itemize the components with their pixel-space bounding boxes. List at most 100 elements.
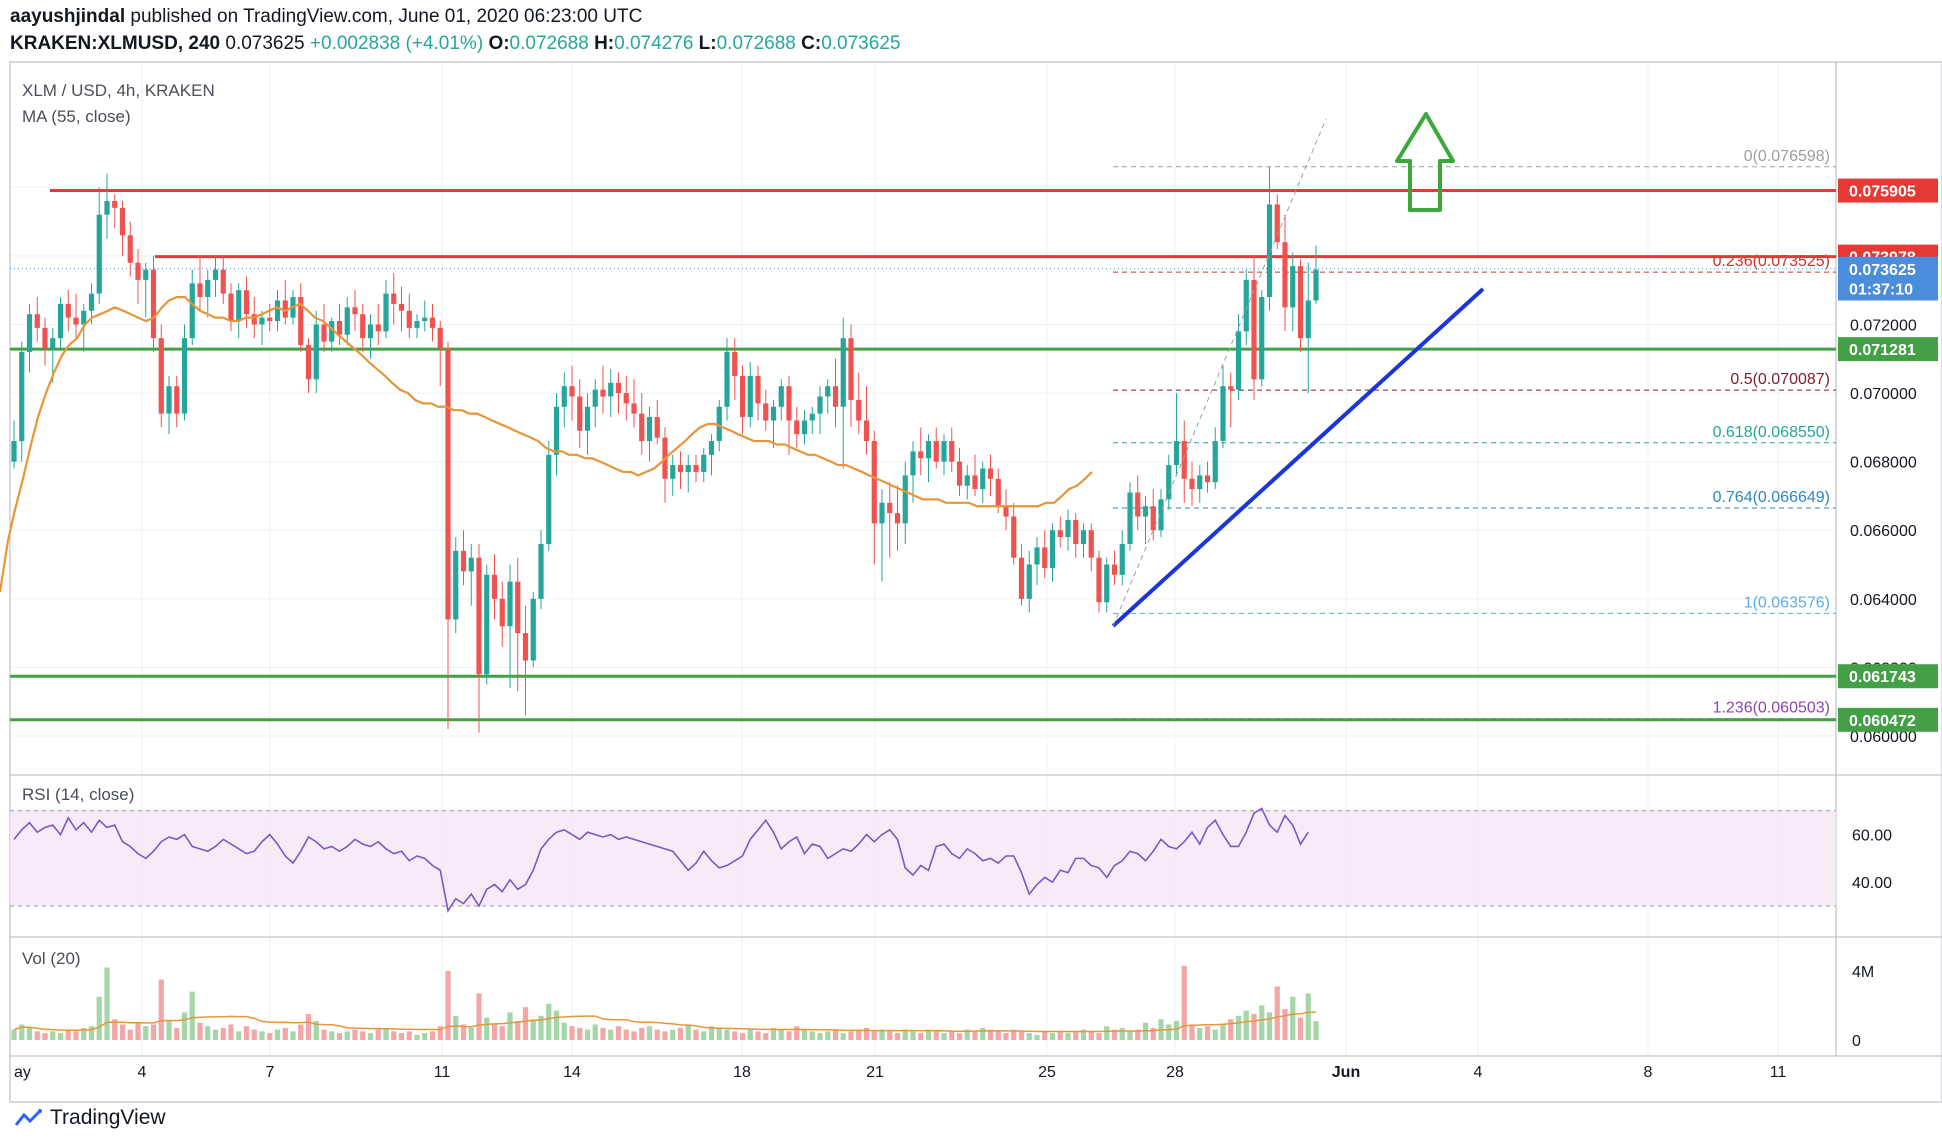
candle-body	[19, 351, 25, 442]
volume-bar	[236, 1031, 242, 1040]
volume-bar	[600, 1027, 606, 1040]
candle-body	[584, 406, 591, 431]
volume-bar	[825, 1031, 831, 1040]
candle-body	[453, 550, 459, 620]
volume-bar	[1212, 1029, 1218, 1040]
volume-bar	[770, 1027, 777, 1040]
candle-body	[1142, 506, 1149, 517]
volume-bar	[1220, 1024, 1226, 1040]
candle-body	[724, 351, 730, 407]
trend-line[interactable]	[1111, 287, 1485, 628]
candle-body	[972, 475, 978, 490]
close-label: C:	[801, 33, 822, 54]
candle-body	[623, 393, 629, 404]
candle-body	[476, 557, 482, 675]
last-price: 0.073625	[225, 33, 305, 54]
volume-bar	[65, 1029, 71, 1040]
volume-legend: Vol (20)	[22, 949, 81, 968]
candle-body	[1305, 300, 1311, 339]
price-tag-label: 0.071281	[1849, 342, 1916, 359]
candle-body	[243, 290, 250, 315]
volume-bar	[910, 1031, 916, 1040]
volume-bar	[840, 1033, 846, 1040]
volume-bar	[569, 1026, 575, 1040]
volume-bar	[1049, 1033, 1056, 1040]
volume-bar	[887, 1031, 893, 1040]
volume-bar	[739, 1033, 746, 1040]
volume-ma-line	[13, 1011, 1317, 1033]
low-value: 0.072688	[716, 33, 796, 54]
price-tick-label: 0.064000	[1850, 592, 1917, 609]
volume-bar	[143, 1026, 149, 1040]
volume-bar	[1204, 1026, 1211, 1040]
volume-bars	[11, 965, 1319, 1040]
chart-frame	[9, 61, 1942, 1103]
arrow-up-icon	[1395, 112, 1455, 212]
candle-body	[1011, 516, 1017, 558]
volume-bar	[228, 1024, 234, 1040]
rsi-legend: RSI (14, close)	[22, 785, 134, 804]
price-change: +0.002838 (+4.01%)	[309, 33, 484, 54]
candle-body	[1127, 492, 1133, 544]
price-tag	[1838, 178, 1938, 203]
volume-bar	[1166, 1024, 1172, 1040]
time-tick-label: 21	[866, 1064, 884, 1081]
candle-body	[848, 338, 854, 400]
candle-body	[1290, 266, 1296, 308]
volume-bar	[530, 1019, 536, 1040]
candle-body	[778, 386, 784, 407]
tradingview-logo[interactable]: TradingView	[14, 1106, 166, 1130]
volume-bar	[848, 1031, 854, 1040]
volume-bar	[538, 1015, 544, 1040]
tradingview-icon	[14, 1109, 42, 1126]
volume-bar	[949, 1031, 955, 1040]
candle-body	[460, 550, 467, 572]
candle-body	[1243, 279, 1249, 332]
candle-body	[670, 465, 676, 479]
volume-bar	[894, 1033, 901, 1040]
candle-body	[1073, 519, 1079, 544]
chart-grid	[10, 62, 1836, 1056]
volume-bar	[662, 1031, 668, 1040]
volume-bar	[453, 1015, 459, 1040]
volume-bar	[856, 1029, 862, 1040]
price-tag-label: 0.075905	[1849, 184, 1916, 201]
rsi-tick-label: 40.00	[1852, 875, 1892, 892]
candle-body	[1181, 441, 1187, 479]
candle-body	[391, 293, 397, 304]
candle-body	[592, 389, 598, 407]
candle-body	[236, 290, 242, 322]
volume-bar	[437, 1026, 443, 1040]
candle-body	[1251, 279, 1257, 380]
candle-body	[987, 468, 994, 479]
volume-bar	[1073, 1031, 1079, 1040]
candle-body	[1057, 530, 1063, 538]
volume-bar	[925, 1029, 932, 1040]
candle-body	[65, 303, 71, 318]
volume-bar	[1034, 1034, 1040, 1040]
volume-bar	[902, 1029, 908, 1040]
candle-body	[553, 406, 560, 455]
volume-bar	[615, 1026, 622, 1040]
author-name[interactable]: aayushjindal	[10, 6, 126, 27]
candlesticks	[11, 166, 1319, 733]
candle-body	[197, 283, 203, 298]
candle-body	[305, 345, 312, 380]
candle-body	[856, 399, 862, 421]
candle-body	[344, 307, 350, 335]
volume-bar	[553, 1010, 560, 1040]
volume-bar	[414, 1034, 420, 1040]
volume-bar	[522, 1007, 529, 1040]
time-tick-label: 18	[733, 1064, 751, 1081]
candle-body	[414, 321, 420, 328]
candle-body	[786, 386, 792, 421]
volume-bar	[1065, 1033, 1071, 1040]
volume-bar	[941, 1033, 947, 1040]
candle-body	[925, 441, 932, 459]
candle-body	[174, 386, 180, 414]
low-label: L:	[698, 33, 717, 54]
price-tick-label: 0.066000	[1850, 523, 1917, 540]
volume-bar	[546, 1003, 552, 1040]
candle-body	[220, 269, 226, 294]
